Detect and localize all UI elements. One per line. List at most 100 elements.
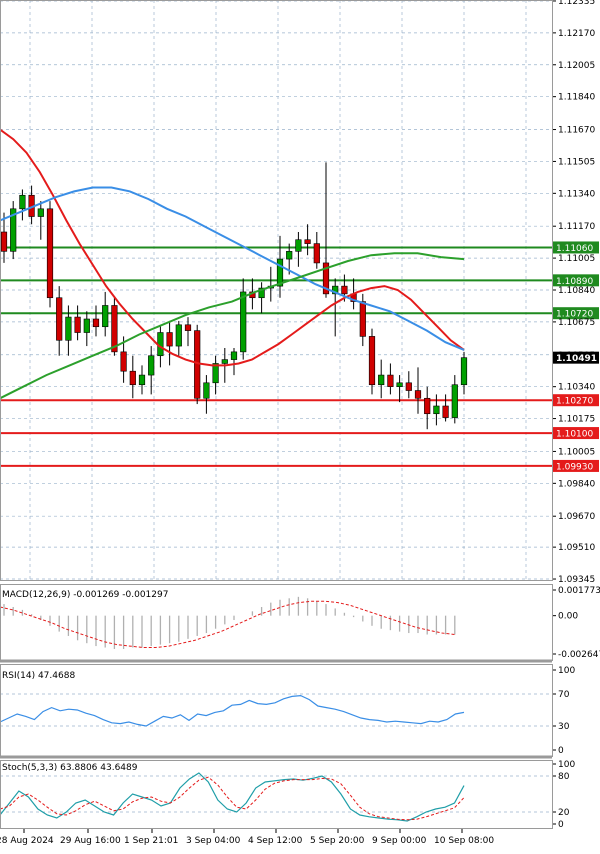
candle-body: [120, 351, 127, 372]
candle-body: [368, 336, 376, 386]
candle-body: [405, 382, 412, 391]
y-tick-label: 1.10840: [558, 286, 595, 296]
candle-body: [286, 251, 293, 260]
y-tick-label: 1.11840: [558, 93, 595, 103]
y-tick-label: 0: [558, 746, 564, 756]
price-level-label: 1.09930: [556, 462, 593, 472]
price-pane: 1.11060 1.10890 1.10720 1.10270 1.10100 1.099…: [0, 0, 599, 585]
stoch-k-line: [0, 772, 465, 822]
candle-body: [322, 262, 330, 295]
time-axis: 28 Aug 2024 29 Aug 16:00 1 Sep 21:01 3 Sep …: [0, 828, 494, 846]
price-level-label: 1.10100: [556, 430, 593, 440]
y-tick-label: 1.11005: [558, 254, 595, 264]
rsi-line: [0, 694, 465, 727]
ma-mid-line: [0, 186, 465, 351]
y-tick-label: 1.10675: [558, 318, 595, 328]
current-price-tag: [553, 351, 599, 364]
candle-body: [332, 285, 339, 295]
candle-body: [359, 301, 366, 337]
stoch-label: Stoch(5,3,3) 63.8806 43.6489: [2, 763, 138, 773]
candle-body: [203, 382, 210, 399]
candle-body: [46, 208, 54, 299]
stoch-pane: Stoch(5,3,3) 63.8806 43.6489 100 80 20 0: [0, 760, 575, 830]
candle-body: [0, 231, 8, 252]
x-tick-label: 28 Aug 2024: [0, 836, 54, 846]
y-tick-label: 20: [558, 808, 570, 818]
y-tick-label: 80: [558, 772, 570, 782]
y-tick-label: 1.11340: [558, 189, 595, 199]
price-grid: [0, 0, 552, 580]
candle-body: [295, 239, 302, 252]
macd-label: MACD(12,26,9) -0.001269 -0.001297: [2, 590, 168, 600]
current-price-label: 1.10491: [556, 354, 597, 364]
y-tick-label: 100: [558, 760, 575, 770]
x-tick-label: 10 Sep 08:00: [434, 836, 494, 846]
candle-body: [424, 397, 431, 415]
candle-body: [212, 363, 219, 384]
y-tick-label: 0: [558, 820, 564, 830]
candle-body: [230, 351, 238, 360]
price-level-label: 1.10890: [556, 277, 593, 287]
price-level-label: 1.10720: [556, 310, 593, 320]
candle-body: [74, 316, 81, 333]
candle-body: [341, 285, 348, 295]
candle-body: [19, 194, 26, 210]
candle-body: [148, 355, 155, 376]
x-tick-label: 29 Aug 16:00: [60, 836, 121, 846]
price-axis: 1.12335 1.12170 1.12005 1.11840 1.11670 1.115…: [552, 0, 599, 585]
moving-averages: [0, 128, 465, 400]
y-tick-label: 1.11505: [558, 157, 595, 167]
y-tick-label: 0.001773: [558, 586, 600, 596]
y-tick-label: 70: [558, 690, 570, 700]
candle-body: [92, 318, 100, 328]
y-tick-label: 1.11170: [558, 222, 595, 232]
x-tick-label: 9 Sep 00:00: [372, 836, 427, 846]
y-tick-label: 30: [558, 722, 570, 732]
candle-body: [414, 390, 422, 399]
rsi-pane: RSI(14) 47.4688 100 70 30 0: [0, 666, 575, 756]
candle-body: [240, 291, 247, 353]
y-tick-label: 1.12170: [558, 29, 595, 39]
x-tick-label: 4 Sep 12:00: [248, 836, 303, 846]
candle-body: [138, 374, 146, 386]
candle-body: [442, 405, 449, 418]
candle-body: [221, 359, 228, 364]
x-tick-label: 5 Sep 20:00: [310, 836, 365, 846]
y-tick-label: 0.00: [558, 612, 578, 622]
candle-body: [433, 405, 440, 415]
y-tick-label: 1.09345: [558, 575, 595, 585]
y-tick-label: 1.10005: [558, 447, 595, 457]
rsi-label: RSI(14) 47.4688: [2, 671, 75, 681]
y-tick-label: 1.11670: [558, 126, 595, 136]
ma-fast-line: [0, 128, 465, 367]
y-tick-label: 100: [558, 666, 575, 676]
y-tick-label: 1.12005: [558, 61, 595, 71]
price-levels: 1.11060 1.10890 1.10720 1.10270 1.10100 1.099…: [0, 241, 599, 472]
x-tick-label: 1 Sep 21:01: [124, 836, 178, 846]
y-tick-label: -0.002647: [558, 650, 600, 660]
candle-body: [111, 305, 118, 353]
candle-body: [396, 382, 403, 387]
y-tick-label: 1.09670: [558, 512, 595, 522]
candle-body: [276, 258, 284, 287]
price-level-tag: [553, 394, 599, 407]
pane-frame: [0, 0, 553, 581]
candle-body: [258, 287, 265, 299]
candle-body: [56, 297, 63, 341]
candle-body: [378, 374, 385, 386]
price-level-label: 1.11060: [556, 244, 593, 254]
price-level-tag: [553, 274, 599, 287]
price-level-tag: [553, 307, 599, 320]
candle-body: [451, 384, 458, 418]
candle-body: [37, 208, 44, 217]
candle-body: [129, 370, 136, 386]
y-tick-label: 1.10175: [558, 415, 595, 425]
candle-body: [83, 318, 90, 333]
candle-body: [460, 357, 468, 386]
y-tick-label: 1.12335: [558, 0, 595, 7]
ma-slow-line: [0, 252, 465, 400]
pane-frame: [0, 760, 553, 829]
price-level-tag: [553, 241, 599, 254]
